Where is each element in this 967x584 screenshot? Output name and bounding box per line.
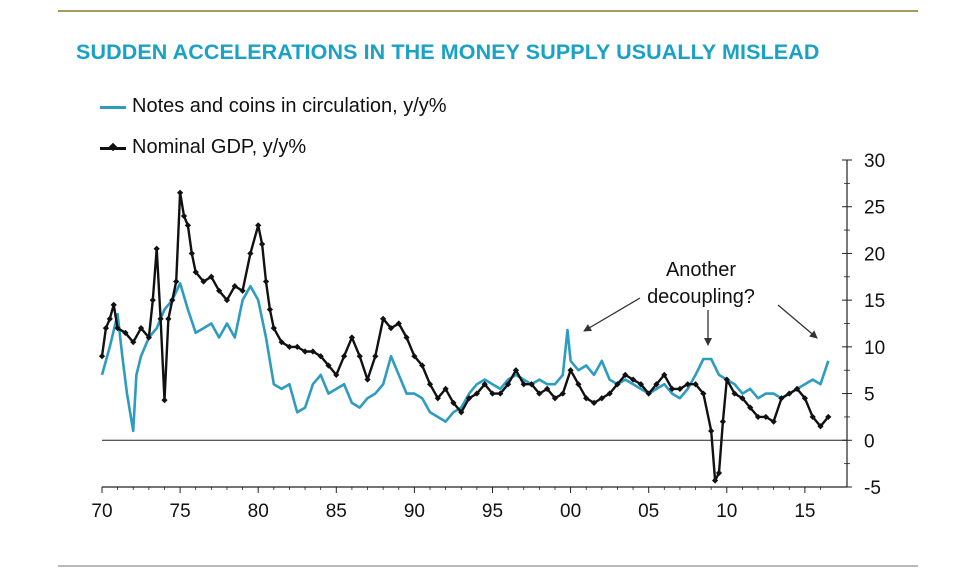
annotation-line-1: Another xyxy=(666,259,736,281)
chart-title: SUDDEN ACCELERATIONS IN THE MONEY SUPPLY… xyxy=(76,40,820,64)
gdp-point xyxy=(669,385,676,393)
gdp-point xyxy=(325,362,332,369)
gdp-point xyxy=(161,397,168,404)
series-line-gdp xyxy=(100,191,830,482)
bottom-rule xyxy=(58,565,918,567)
gdp-point xyxy=(809,413,816,421)
gdp-point xyxy=(708,427,715,435)
gdp-point xyxy=(465,395,473,402)
gdp-point xyxy=(544,385,551,393)
legend-label-gdp: Nominal GDP, y/y% xyxy=(132,136,307,158)
annotation-line-2: decoupling? xyxy=(647,286,755,308)
gdp-point xyxy=(629,376,637,383)
gdp-point xyxy=(426,381,434,388)
x-tick-label: 75 xyxy=(170,501,191,522)
gdp-point xyxy=(153,245,160,252)
gdp-point xyxy=(442,385,449,393)
gdp-point xyxy=(590,399,598,407)
gdp-point xyxy=(247,250,254,257)
x-tick-label: 00 xyxy=(560,501,581,522)
gdp-point xyxy=(266,306,274,313)
x-tick-label: 05 xyxy=(638,501,659,522)
x-tick-label: 10 xyxy=(716,501,737,522)
gdp-point xyxy=(301,348,309,355)
gdp-point xyxy=(286,343,293,350)
y-tick-label: 5 xyxy=(864,385,875,406)
gdp-point xyxy=(364,376,371,383)
series-line-notes xyxy=(100,282,830,433)
x-tick-label: 70 xyxy=(91,501,112,522)
gdp-point xyxy=(258,240,266,248)
gdp-point xyxy=(395,320,402,327)
gdp-point xyxy=(419,362,426,369)
gdp-point xyxy=(676,385,684,393)
gdp-point xyxy=(754,413,762,421)
gdp-point xyxy=(762,413,769,421)
annotation-arrow xyxy=(583,297,641,332)
gdp-point xyxy=(489,390,496,397)
gdp-point xyxy=(356,353,363,360)
gdp-point xyxy=(403,334,410,341)
gdp-point xyxy=(380,315,387,322)
gdp-point xyxy=(333,371,340,378)
x-tick-label: 15 xyxy=(794,501,815,522)
y-tick-label: 30 xyxy=(864,151,885,172)
gdp-point xyxy=(255,222,262,229)
legend-item-notes: Notes and coins in circulation, y/y% xyxy=(100,95,447,118)
annotation-arrow xyxy=(777,304,818,339)
gdp-point xyxy=(434,395,441,402)
gdp-point xyxy=(473,390,480,397)
gdp-point xyxy=(188,250,195,257)
top-rule xyxy=(58,10,918,12)
gdp-point xyxy=(817,423,824,430)
y-tick-label: 20 xyxy=(864,244,885,265)
gdp-point xyxy=(262,278,270,285)
gdp-point xyxy=(458,409,465,416)
y-tick-label: -5 xyxy=(864,478,881,499)
x-tick-label: 95 xyxy=(482,501,503,522)
gdp-point xyxy=(98,353,106,360)
series-gdp xyxy=(98,189,832,484)
legend-item-gdp: Nominal GDP, y/y% xyxy=(100,136,306,159)
gdp-point xyxy=(270,325,277,332)
gdp-point xyxy=(169,297,176,304)
gdp-point xyxy=(793,385,801,393)
gdp-point xyxy=(481,381,488,388)
legend-label-notes: Notes and coins in circulation, y/y% xyxy=(132,95,447,117)
gdp-point xyxy=(165,315,172,322)
gdp-point xyxy=(497,390,504,397)
x-tick-label: 85 xyxy=(326,501,347,522)
gdp-point xyxy=(387,325,395,332)
gdp-point xyxy=(711,477,719,484)
series-notes xyxy=(100,282,830,433)
gdp-point xyxy=(719,418,726,425)
gdp-point xyxy=(340,353,348,360)
y-tick-label: 10 xyxy=(864,338,885,359)
gdp-point xyxy=(180,212,188,220)
gdp-point xyxy=(149,297,156,304)
gdp-point xyxy=(173,278,180,285)
gdp-point xyxy=(278,339,285,346)
gdp-point xyxy=(450,399,457,407)
gdp-point xyxy=(309,348,316,355)
annotation-group: Another decoupling? xyxy=(583,259,818,346)
gdp-point xyxy=(110,301,117,308)
x-tick-label: 90 xyxy=(404,501,425,522)
gdp-point xyxy=(411,353,418,360)
gdp-point xyxy=(176,189,184,196)
gdp-point xyxy=(372,353,379,360)
gdp-point xyxy=(723,376,730,383)
gdp-point xyxy=(317,353,324,360)
x-tick-label: 80 xyxy=(248,501,269,522)
y-tick-label: 25 xyxy=(864,198,885,219)
gdp-point xyxy=(294,343,301,350)
y-tick-label: 15 xyxy=(864,291,885,312)
y-tick-label: 0 xyxy=(864,431,875,452)
gdp-point xyxy=(825,413,832,421)
gdp-point xyxy=(504,381,512,388)
gdp-point xyxy=(348,334,356,341)
